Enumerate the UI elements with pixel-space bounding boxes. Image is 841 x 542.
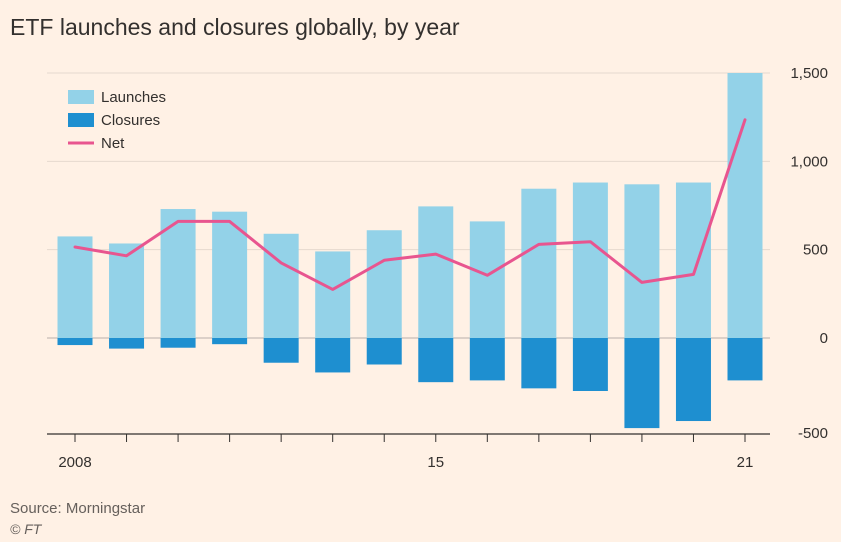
bar-closures bbox=[418, 338, 454, 383]
legend-layer: Launches Closures Net bbox=[68, 89, 166, 152]
bar-launches bbox=[212, 211, 248, 338]
y-tick-label: 0 bbox=[820, 330, 828, 347]
bar-launches bbox=[624, 184, 660, 338]
bar-launches bbox=[521, 188, 557, 338]
y-tick-label: 1,000 bbox=[790, 153, 828, 170]
bar-closures bbox=[160, 338, 196, 348]
axis-layer: 1,500 1,000 500 0 -500 2008 15 21 bbox=[47, 65, 828, 471]
bar-closures bbox=[469, 338, 505, 381]
bar-closures bbox=[521, 338, 557, 389]
source-note: Source: Morningstar bbox=[10, 500, 146, 517]
bar-closures bbox=[624, 338, 660, 429]
bar-launches bbox=[109, 243, 145, 338]
x-tick-label: 2008 bbox=[58, 454, 91, 471]
legend-swatch-launches bbox=[68, 90, 94, 104]
net-line bbox=[73, 118, 747, 291]
bar-launches bbox=[572, 182, 608, 338]
y-tick-label: 1,500 bbox=[790, 65, 828, 82]
legend-swatch-closures bbox=[68, 113, 94, 127]
bar-closures bbox=[727, 338, 763, 381]
credit-note: © FT bbox=[10, 521, 42, 537]
bar-launches bbox=[675, 182, 711, 338]
bar-closures bbox=[263, 338, 299, 363]
bar-launches bbox=[57, 236, 93, 338]
legend-label-net: Net bbox=[101, 135, 125, 152]
legend-label-launches: Launches bbox=[101, 89, 166, 106]
line-layer bbox=[73, 118, 747, 291]
bar-closures bbox=[315, 338, 351, 373]
legend-label-closures: Closures bbox=[101, 112, 160, 129]
bar-launches bbox=[366, 230, 402, 338]
x-tick-label: 15 bbox=[427, 454, 444, 471]
bar-closures bbox=[212, 338, 248, 345]
bar-launches bbox=[263, 233, 299, 338]
bar-closures bbox=[366, 338, 402, 365]
bar-launches bbox=[418, 206, 454, 338]
y-tick-label: 500 bbox=[803, 242, 828, 259]
bar-closures bbox=[109, 338, 145, 349]
bar-launches bbox=[727, 73, 763, 338]
bar-launches bbox=[469, 221, 505, 338]
y-tick-label: -500 bbox=[798, 425, 828, 442]
chart-title: ETF launches and closures globally, by y… bbox=[10, 14, 460, 40]
bar-layer bbox=[57, 73, 763, 429]
bar-closures bbox=[572, 338, 608, 391]
x-tick-label: 21 bbox=[737, 454, 754, 471]
bar-closures bbox=[57, 338, 93, 346]
bar-launches bbox=[315, 251, 351, 338]
bar-closures bbox=[675, 338, 711, 422]
